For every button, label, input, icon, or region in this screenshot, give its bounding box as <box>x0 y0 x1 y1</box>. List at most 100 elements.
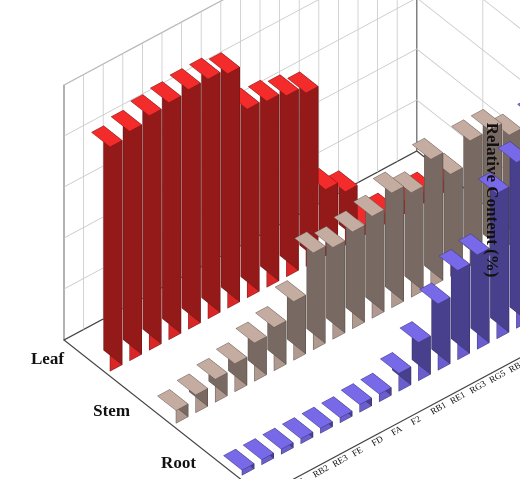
category-tick-label: FA <box>389 423 404 437</box>
bar-top-face <box>169 68 201 90</box>
bar-top-face <box>130 94 162 116</box>
bar-side-face <box>201 57 221 313</box>
bar-top-face <box>215 342 248 364</box>
bar-root-8 <box>379 351 412 392</box>
chart-walls <box>62 0 520 479</box>
bar-top-face <box>157 389 189 411</box>
category-tick-label: RB1 <box>507 358 520 375</box>
bar-side-face <box>240 87 260 292</box>
bar-side-face <box>299 71 319 261</box>
bar-root-15 <box>517 102 520 107</box>
category-tick-label: FD <box>370 433 385 448</box>
bar-top-face <box>360 372 392 395</box>
bar-side-face <box>220 52 240 303</box>
bar-top-face <box>470 109 503 131</box>
bar-top-face <box>379 352 412 374</box>
bar-root-4 <box>301 406 333 434</box>
bar-root-13 <box>477 171 510 340</box>
category-tick-label: RE3 <box>331 452 350 469</box>
bar-root-1 <box>242 438 275 466</box>
bar-top-face <box>110 109 143 132</box>
bar-top-face <box>458 233 490 256</box>
bar-top-face <box>91 125 123 148</box>
bar-side-face <box>424 137 444 281</box>
z-axis-title: Relative Content (%) <box>483 123 502 278</box>
bar-stem-9 <box>333 210 365 330</box>
grid-line <box>63 48 520 239</box>
bar-top-face <box>176 373 209 396</box>
bar-side-face <box>162 81 182 334</box>
bar-root-5 <box>321 396 353 424</box>
bar-top-face <box>223 448 255 471</box>
bar-side-face <box>122 109 142 355</box>
bar-side-face <box>509 140 520 316</box>
bar-top-face <box>321 396 353 418</box>
bar-top-face <box>497 141 520 163</box>
bar-side-face <box>142 94 162 345</box>
bar-stem-4 <box>235 321 267 382</box>
bar-top-face <box>242 438 275 460</box>
bar-top-face <box>189 57 221 80</box>
bar-stem-1 <box>176 373 209 414</box>
bar-stem-5 <box>255 305 287 372</box>
bar-top-face <box>294 231 326 254</box>
grid-line <box>63 0 520 188</box>
category-tick-label: RE1 <box>448 389 467 406</box>
category-tick-label: RB1 <box>429 400 448 417</box>
row-label-stem: Stem <box>93 401 130 420</box>
bar-stem-6 <box>274 280 307 361</box>
bar-leaf-5 <box>189 57 221 320</box>
bar-top-face <box>267 74 299 96</box>
category-tick-label: RG5 <box>487 368 507 385</box>
grid-line <box>63 0 224 86</box>
bar-stem-10 <box>353 194 385 319</box>
bar-top-face <box>262 427 294 450</box>
bar-leaf-4 <box>169 67 201 330</box>
category-tick-label: RB2 <box>311 463 330 479</box>
bar-top-face <box>208 52 241 74</box>
bar-leaf-3 <box>149 81 182 341</box>
bar-leaf-10 <box>287 71 319 267</box>
bar-top-face <box>149 81 182 103</box>
bar-stem-14 <box>431 152 463 277</box>
bar-top-face <box>301 406 333 429</box>
bar-top-face <box>419 282 451 305</box>
bar-top-face <box>372 171 405 194</box>
bar-root-3 <box>281 417 314 445</box>
bar-top-face <box>235 321 267 344</box>
row-label-leaf: Leaf <box>31 349 64 368</box>
bar-stem-15 <box>451 119 483 267</box>
row-label-root: Root <box>161 453 196 472</box>
bar-root-6 <box>340 383 373 413</box>
bar-top-face <box>287 71 319 94</box>
bar-root-7 <box>360 372 392 403</box>
bar-top-face <box>196 358 228 380</box>
category-tick-label: FC <box>291 476 306 479</box>
bar-top-face <box>399 321 431 343</box>
bar-root-11 <box>438 248 471 361</box>
bar-top-face <box>477 172 510 194</box>
bar-stem-8 <box>313 225 346 340</box>
bar-stem-3 <box>215 342 248 393</box>
bar-top-face <box>411 137 444 160</box>
bar-top-face <box>274 280 307 302</box>
bar-root-0 <box>223 448 255 476</box>
grid-line <box>63 99 520 290</box>
category-tick-label: RG3 <box>468 378 488 395</box>
bar-side-face <box>181 67 201 324</box>
bar-top-face <box>438 249 471 271</box>
bar-top-face <box>340 383 373 405</box>
bar-top-face <box>451 119 483 142</box>
bar-root-9 <box>399 320 431 382</box>
bar-top-face <box>281 417 314 439</box>
category-tick-label: F2 <box>409 414 422 427</box>
bar-leaf-6 <box>208 52 241 309</box>
bar-top-face <box>255 306 287 328</box>
bar-stem-7 <box>294 231 326 351</box>
chart-bars <box>91 52 520 476</box>
bar-top-face <box>333 210 365 233</box>
bar-side-face <box>260 79 280 282</box>
chart-labels: Leaf Stem Root Relative Content (%) <box>31 123 502 472</box>
bar-root-2 <box>262 427 294 455</box>
